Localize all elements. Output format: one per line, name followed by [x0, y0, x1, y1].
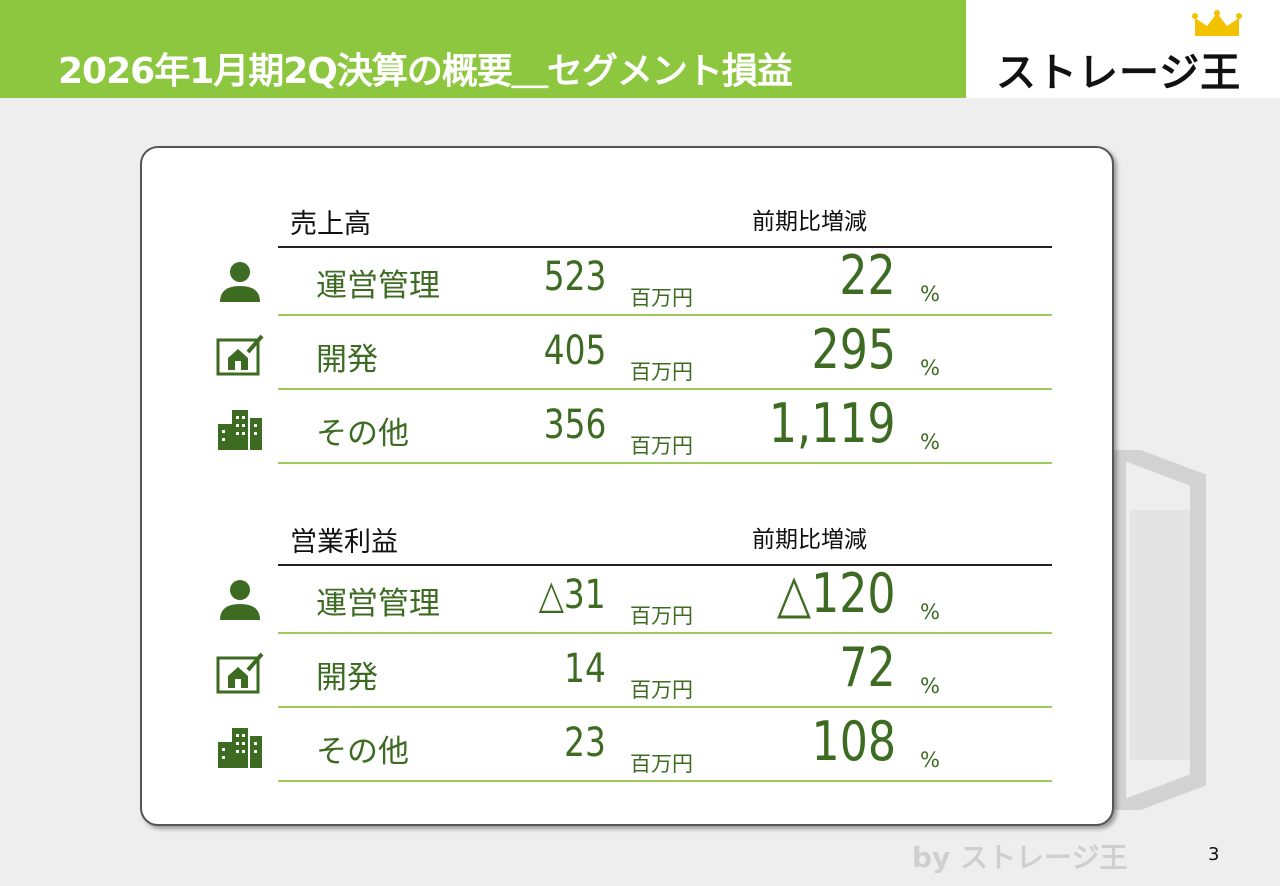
row-label: その他: [316, 734, 409, 770]
sales-row-other: その他 356 百万円 1,119 %: [142, 390, 1112, 464]
row-divider: [278, 314, 1052, 316]
row-percent: %: [920, 748, 940, 772]
operator-icon: [220, 577, 260, 620]
operator-icon: [220, 259, 260, 302]
section-divider: [278, 564, 1052, 566]
sales-row-development: 開発 405 百万円 295 %: [142, 316, 1112, 390]
row-label: 開発: [316, 342, 378, 378]
page-number: 3: [1208, 844, 1220, 865]
row-change: 22: [839, 244, 896, 307]
row-value: 356: [543, 402, 606, 448]
row-value: 405: [543, 328, 606, 374]
profit-row-other: その他 23 百万円 108 %: [142, 708, 1112, 782]
house-plan-icon: [216, 652, 264, 694]
row-divider: [278, 780, 1052, 782]
row-change: 295: [811, 318, 896, 381]
sales-row-operations: 運営管理 523 百万円 22 %: [142, 242, 1112, 316]
row-label: 運営管理: [316, 268, 440, 304]
page-title: 2026年1月期2Q決算の概要＿セグメント損益: [58, 51, 793, 92]
profit-row-operations: 運営管理 △31 百万円 △120 %: [142, 560, 1112, 634]
row-unit: 百万円: [630, 678, 693, 702]
row-percent: %: [920, 356, 940, 380]
profit-row-development: 開発 14 百万円 72 %: [142, 634, 1112, 708]
footer-brand: by ストレージ王: [912, 841, 1128, 874]
row-divider: [278, 706, 1052, 708]
row-value: △31: [539, 572, 606, 618]
crown-icon: [1192, 10, 1242, 36]
row-divider: [278, 462, 1052, 464]
row-change: 108: [811, 710, 896, 773]
row-percent: %: [920, 674, 940, 698]
logo-text: ストレージ王: [996, 50, 1242, 96]
sales-title: 売上高: [290, 209, 371, 240]
profit-change-header: 前期比増減: [752, 527, 867, 553]
row-value: 23: [564, 720, 606, 766]
row-change: 1,119: [769, 392, 896, 455]
row-unit: 百万円: [630, 604, 693, 628]
row-percent: %: [920, 430, 940, 454]
row-unit: 百万円: [630, 286, 693, 310]
buildings-icon: [218, 728, 262, 768]
row-unit: 百万円: [630, 434, 693, 458]
house-plan-icon: [216, 334, 264, 376]
section-divider: [278, 246, 1052, 248]
row-unit: 百万円: [630, 752, 693, 776]
row-change: 72: [839, 636, 896, 699]
row-divider: [278, 632, 1052, 634]
row-value: 14: [564, 646, 606, 692]
row-divider: [278, 388, 1052, 390]
row-percent: %: [920, 600, 940, 624]
buildings-icon: [218, 410, 262, 450]
profit-title: 営業利益: [290, 527, 398, 558]
row-percent: %: [920, 282, 940, 306]
sales-change-header: 前期比増減: [752, 209, 867, 235]
box-watermark-icon: [1110, 450, 1206, 810]
segment-card: 売上高 前期比増減 運営管理 523 百万円 22 % 開発 405 百万円 2…: [140, 146, 1114, 826]
row-label: その他: [316, 416, 409, 452]
row-label: 開発: [316, 660, 378, 696]
row-value: 523: [543, 254, 606, 300]
row-label: 運営管理: [316, 586, 440, 622]
row-unit: 百万円: [630, 360, 693, 384]
logo: ストレージ王: [966, 0, 1280, 98]
title-bar: 2026年1月期2Q決算の概要＿セグメント損益: [0, 0, 966, 98]
row-change: △120: [777, 562, 896, 625]
